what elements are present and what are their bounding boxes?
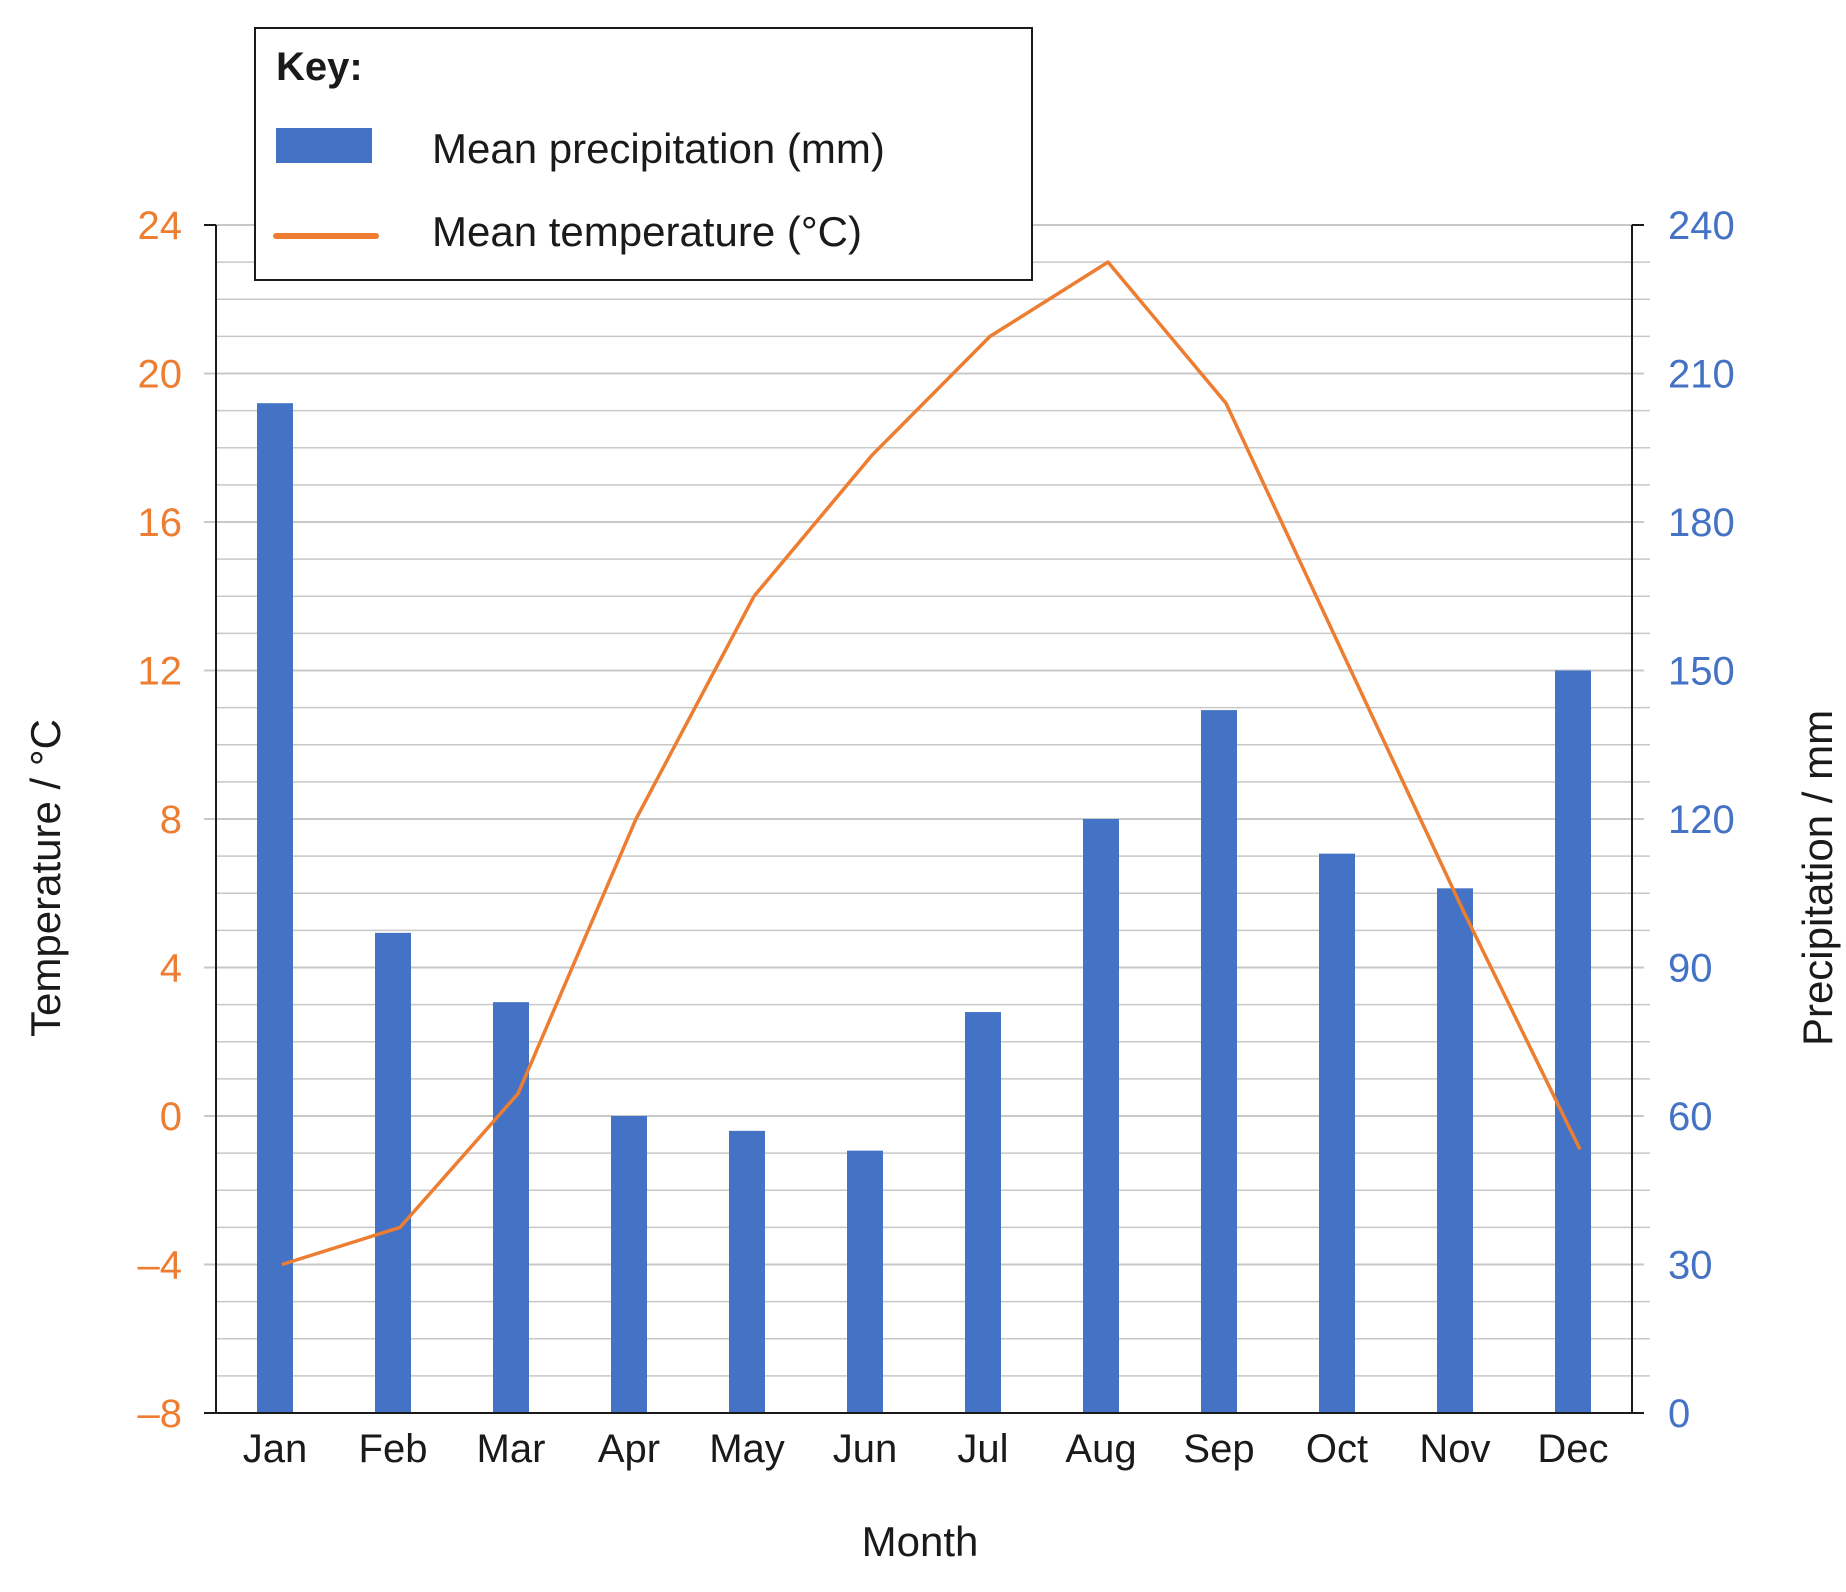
- precipitation-bars: [257, 403, 1591, 1413]
- right-tick-label: 90: [1668, 947, 1713, 991]
- x-tick-label: Mar: [477, 1427, 546, 1471]
- right-tick-label: 30: [1668, 1244, 1713, 1288]
- bar-nov: [1437, 888, 1473, 1413]
- legend-title: Key:: [276, 45, 363, 89]
- axes: [204, 224, 1644, 1414]
- bar-mar: [493, 1002, 529, 1413]
- right-axis-title: Precipitation / mm: [1794, 710, 1841, 1046]
- bar-jan: [257, 403, 293, 1413]
- legend-label-temperature: Mean temperature (°C): [432, 208, 862, 255]
- bar-aug: [1083, 819, 1119, 1413]
- right-tick-label: 150: [1668, 650, 1735, 694]
- bar-oct: [1319, 853, 1355, 1413]
- legend-box: [254, 27, 1033, 281]
- right-tick-label: 240: [1668, 204, 1735, 248]
- left-tick-label: 0: [160, 1095, 182, 1139]
- x-tick-label: Feb: [359, 1427, 428, 1471]
- legend-swatch-precipitation: [276, 128, 372, 163]
- left-tick-label: 8: [160, 798, 182, 842]
- right-tick-label: 210: [1668, 353, 1735, 397]
- bar-dec: [1555, 670, 1591, 1413]
- x-tick-label: Jul: [957, 1427, 1008, 1471]
- right-tick-label: 180: [1668, 501, 1735, 545]
- x-tick-label: Jun: [833, 1427, 898, 1471]
- legend: Key: Mean precipitation (mm) Mean temper…: [254, 27, 1033, 281]
- right-tick-label: 0: [1668, 1392, 1690, 1436]
- right-tick-label: 60: [1668, 1095, 1713, 1139]
- x-tick-label: Apr: [598, 1427, 660, 1471]
- bar-feb: [375, 932, 411, 1413]
- x-tick-label: Jan: [243, 1427, 308, 1471]
- left-tick-label: 20: [138, 353, 183, 397]
- bar-apr: [611, 1116, 647, 1413]
- bar-jun: [847, 1150, 883, 1413]
- x-tick-label: Aug: [1065, 1427, 1136, 1471]
- x-tick-label: Oct: [1306, 1427, 1368, 1471]
- bar-sep: [1201, 710, 1237, 1413]
- tick-labels: 24 20 16 12 8 4 0 –4 –8 240 210 180 150 120 90 60 30 0 Jan…: [138, 204, 1735, 1471]
- x-tick-label: Dec: [1537, 1427, 1608, 1471]
- left-tick-label: 24: [138, 204, 183, 248]
- x-tick-label: May: [709, 1427, 785, 1471]
- legend-label-precipitation: Mean precipitation (mm): [432, 125, 885, 172]
- left-tick-label: 16: [138, 501, 183, 545]
- bar-may: [729, 1130, 765, 1413]
- right-tick-label: 120: [1668, 798, 1735, 842]
- grid-lines: [204, 224, 1650, 1377]
- left-axis-title: Temperature / °C: [22, 719, 69, 1037]
- temperature-line: [281, 260, 1582, 1267]
- bar-jul: [965, 1012, 1001, 1413]
- temperature-line-group: [281, 260, 1582, 1267]
- left-tick-label: 4: [160, 947, 182, 991]
- x-axis-title: Month: [862, 1518, 979, 1565]
- left-tick-label: –4: [138, 1244, 183, 1288]
- x-tick-label: Sep: [1183, 1427, 1254, 1471]
- x-tick-label: Nov: [1419, 1427, 1490, 1471]
- left-tick-label: 12: [138, 650, 183, 694]
- left-tick-label: –8: [138, 1392, 183, 1436]
